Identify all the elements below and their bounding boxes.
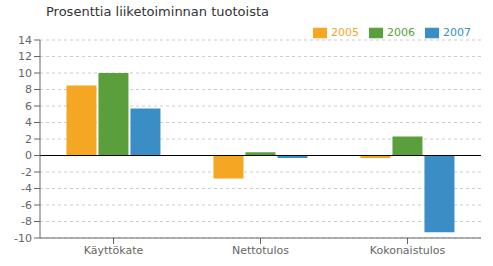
svg-text:4: 4 — [25, 116, 32, 129]
svg-text:-6: -6 — [21, 199, 32, 212]
svg-text:10: 10 — [18, 67, 32, 80]
html-text:2006: 2006 — [387, 26, 415, 39]
svg-text:-2: -2 — [21, 166, 32, 179]
svg-text:-8: -8 — [21, 215, 32, 228]
svg-text:8: 8 — [25, 83, 32, 96]
html-text:2007: 2007 — [443, 26, 471, 39]
svg-text:-10: -10 — [14, 232, 32, 245]
svg-text:2: 2 — [25, 133, 32, 146]
html-text:2005: 2005 — [331, 26, 359, 39]
svg-text:6: 6 — [25, 100, 32, 113]
html-text:Prosenttia liiketoiminnan tuot: Prosenttia liiketoiminnan tuotoista — [46, 4, 269, 19]
svg-text:0: 0 — [25, 149, 32, 162]
svg-text:Käyttökate: Käyttökate — [84, 244, 144, 257]
svg-text:14: 14 — [18, 34, 32, 47]
svg-text:Nettotulos: Nettotulos — [232, 244, 289, 257]
svg-text:12: 12 — [18, 50, 32, 63]
svg-text:Kokonaistulos: Kokonaistulos — [370, 244, 446, 257]
svg-text:-4: -4 — [21, 182, 32, 195]
